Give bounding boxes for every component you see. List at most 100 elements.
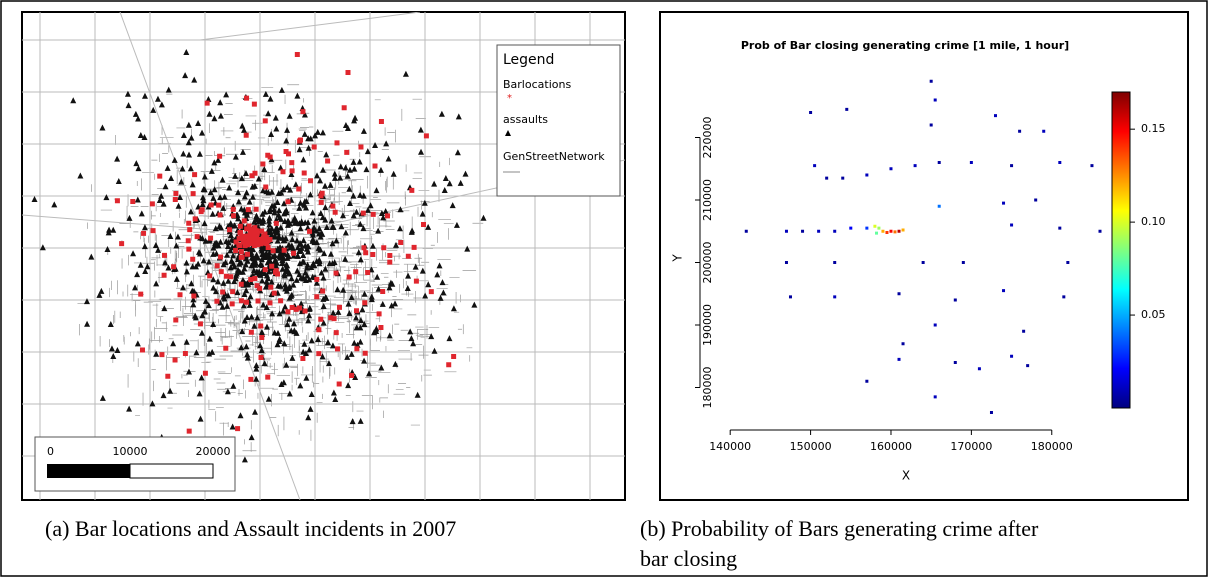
point (833, 261, 837, 264)
scale-white (129, 463, 214, 479)
chart-frame (659, 11, 1189, 501)
point (929, 79, 933, 83)
point (1090, 164, 1094, 168)
x-axis-label: X (902, 469, 910, 483)
point (969, 161, 973, 164)
point (1010, 164, 1014, 168)
point (889, 229, 893, 233)
point (784, 229, 788, 233)
point (901, 228, 905, 232)
x-tick-label: 180000 (1031, 440, 1073, 453)
y-axis-label: Y (671, 254, 685, 263)
caption-b: bar closing (640, 546, 737, 571)
point (885, 231, 889, 234)
x-tick-label: 170000 (950, 440, 992, 453)
scale-bar: 0 10000 20000 (34, 436, 236, 492)
point (893, 230, 897, 234)
x-tick-label: 150000 (790, 440, 832, 453)
point (933, 395, 937, 399)
point (809, 111, 813, 114)
x-tick-label: 160000 (870, 440, 912, 453)
point (937, 204, 941, 208)
point (929, 123, 933, 127)
caption-b: (b) Probability of Bars generating crime… (640, 516, 1039, 541)
chart-title: Prob of Bar closing generating crime [1 … (741, 39, 1069, 52)
point (817, 229, 821, 233)
point (833, 295, 837, 299)
legend-triangle (505, 130, 511, 136)
point (989, 411, 993, 414)
map (22, 12, 625, 500)
point (1010, 223, 1014, 227)
point (1058, 226, 1062, 230)
point (873, 224, 877, 228)
point (825, 176, 829, 180)
point (1034, 198, 1038, 202)
scale-black (47, 464, 130, 478)
point (1066, 261, 1070, 264)
point (921, 261, 925, 264)
colorbar-tick-label: 0.15 (1141, 122, 1166, 135)
point (1026, 364, 1030, 368)
point (881, 229, 885, 233)
scale-label: 0 (47, 445, 54, 458)
point (897, 229, 901, 233)
point (897, 292, 901, 296)
point (877, 226, 881, 230)
colorbar (1111, 91, 1131, 409)
point (937, 161, 941, 164)
point (933, 323, 937, 327)
point (784, 261, 788, 264)
scale-label: 20000 (196, 445, 231, 458)
point (889, 167, 893, 171)
legend-label: GenStreetNetwork (503, 150, 605, 163)
point (845, 107, 849, 111)
point (833, 229, 837, 233)
point (993, 114, 997, 118)
legend-label: Barlocations (503, 78, 571, 91)
point (1018, 129, 1022, 133)
legend-star: * (507, 93, 512, 104)
point (897, 357, 901, 361)
point (744, 229, 748, 233)
x-tick-label: 140000 (709, 440, 751, 453)
point (977, 367, 981, 371)
point (1042, 129, 1046, 133)
plot: 140000 150000 160000 170000 180000 180000 1900… (695, 79, 1166, 453)
caption-a: (a) Bar locations and Assault incidents … (45, 516, 456, 541)
y-tick-label: 200000 (701, 242, 714, 284)
point (1062, 295, 1066, 299)
point (801, 229, 805, 233)
point (865, 379, 869, 383)
map-legend: Legend Barlocations * assaults GenStreet… (496, 44, 621, 197)
scale-label: 10000 (113, 445, 148, 458)
y-tick-label: 210000 (701, 179, 714, 221)
point (953, 298, 957, 302)
legend-box (496, 44, 621, 197)
point (813, 164, 817, 168)
point (849, 226, 853, 230)
point (788, 295, 792, 299)
point (1098, 229, 1102, 233)
point (933, 98, 937, 102)
legend-label: assaults (503, 113, 548, 126)
point (1002, 201, 1006, 205)
point (913, 164, 917, 168)
colorbar-tick-label: 0.05 (1141, 308, 1166, 321)
point (953, 361, 957, 364)
colorbar-tick-label: 0.10 (1141, 215, 1166, 228)
point (1002, 289, 1006, 293)
legend-title: Legend (503, 52, 554, 68)
point (1022, 329, 1026, 333)
point (865, 226, 869, 230)
y-tick-label: 180000 (701, 367, 714, 409)
point (865, 173, 869, 177)
y-tick-label: 190000 (701, 304, 714, 346)
point (1058, 161, 1062, 164)
point (961, 261, 965, 264)
point (901, 342, 905, 346)
point (1010, 354, 1014, 358)
y-tick-label: 220000 (701, 117, 714, 159)
point (841, 176, 845, 180)
